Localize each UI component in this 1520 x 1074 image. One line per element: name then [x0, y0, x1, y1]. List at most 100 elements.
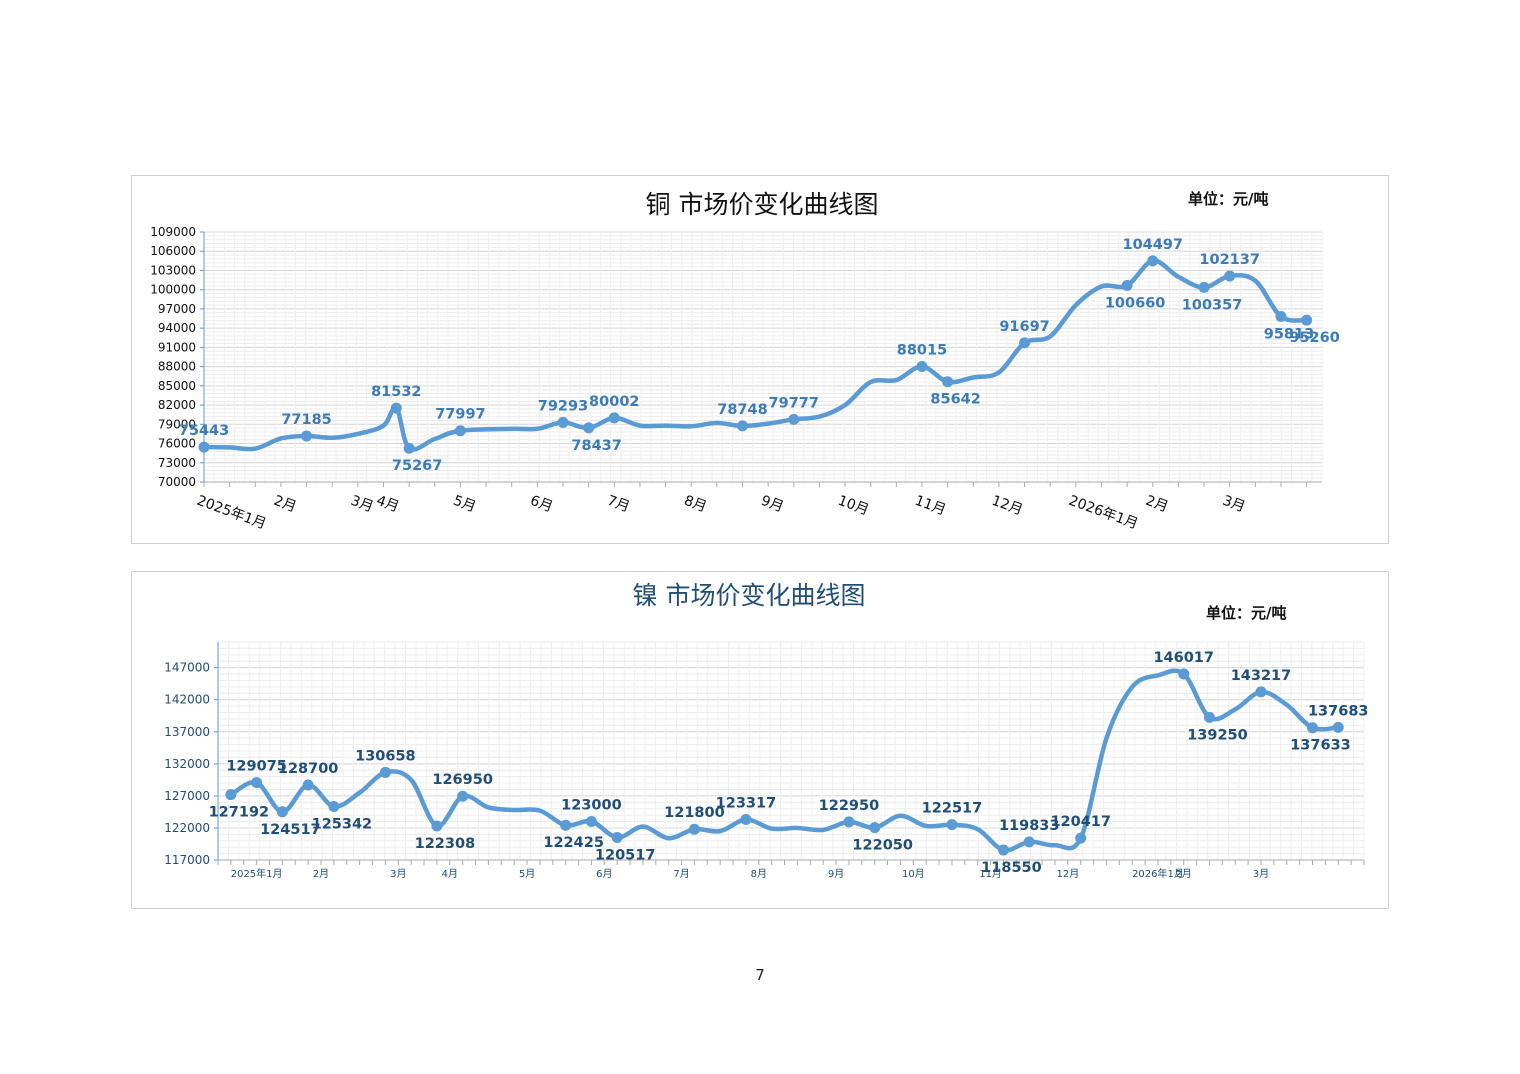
nickel-data-label: 137633 [1290, 738, 1351, 754]
copper-x-tick-label: 3月 [348, 493, 375, 516]
nickel-y-tick-label: 122000 [164, 821, 210, 835]
copper-y-tick-label: 109000 [150, 225, 196, 239]
nickel-x-tick-label: 5月 [519, 868, 535, 880]
nickel-data-point [946, 819, 958, 831]
copper-data-label: 100357 [1182, 297, 1243, 313]
copper-data-label: 75267 [392, 458, 442, 474]
nickel-data-label: 129075 [226, 759, 287, 775]
copper-y-tick-label: 100000 [150, 283, 196, 297]
copper-data-point [454, 425, 466, 437]
nickel-x-tick-label: 6月 [596, 868, 612, 880]
nickel-data-label: 126950 [432, 772, 493, 788]
nickel-data-point [740, 813, 752, 825]
copper-chart-panel: 铜 市场价变化曲线图 单位：元/吨 70000 73000 76000 79000 82… [131, 175, 1389, 544]
nickel-data-label: 124517 [260, 822, 321, 838]
copper-x-tick-label: 2025年1月 [195, 493, 269, 533]
nickel-data-point [843, 816, 855, 828]
nickel-data-point [276, 806, 288, 818]
nickel-data-point [585, 816, 597, 828]
nickel-data-label: 125342 [312, 817, 373, 833]
nickel-data-point [688, 823, 700, 835]
nickel-data-label: 122425 [543, 835, 604, 851]
nickel-data-point [1023, 836, 1035, 848]
nickel-x-tick-label: 3月 [390, 868, 406, 880]
nickel-data-label: 123317 [716, 795, 777, 811]
copper-y-tick-label: 88000 [158, 360, 196, 374]
copper-data-point [1121, 279, 1133, 291]
copper-y-tick-label: 70000 [158, 475, 196, 489]
nickel-x-tick-label: 7月 [673, 868, 689, 880]
copper-x-tick-label: 6月 [528, 493, 555, 516]
copper-data-point [1224, 270, 1236, 282]
nickel-x-tick-label: 2025年1月 [231, 867, 283, 880]
nickel-data-point [1203, 711, 1215, 723]
copper-data-label: 77997 [435, 407, 485, 423]
copper-data-point [198, 441, 210, 453]
nickel-data-point [1075, 832, 1087, 844]
nickel-data-point [560, 819, 572, 831]
nickel-data-point [251, 777, 263, 789]
nickel-x-tick-label: 9月 [828, 868, 844, 880]
nickel-data-point [225, 789, 237, 801]
nickel-data-point [457, 790, 469, 802]
copper-data-label: 77185 [281, 412, 331, 428]
copper-data-label: 81532 [371, 384, 421, 400]
nickel-data-label: 128700 [278, 761, 339, 777]
copper-y-tick-label: 82000 [158, 398, 196, 412]
copper-data-point [916, 361, 928, 373]
nickel-data-label: 122517 [922, 801, 983, 817]
copper-y-tick-label: 79000 [158, 417, 196, 431]
nickel-data-point [1178, 668, 1190, 680]
copper-y-tick-label: 94000 [158, 321, 196, 335]
nickel-y-tick-label: 137000 [164, 725, 210, 739]
copper-y-tick-label: 76000 [158, 437, 196, 451]
copper-x-tick-label: 4月 [374, 493, 401, 516]
copper-y-tick-label: 91000 [158, 340, 196, 354]
copper-data-label: 104497 [1122, 237, 1183, 253]
copper-data-point [608, 412, 620, 424]
copper-y-tick-label: 106000 [150, 244, 196, 258]
copper-y-tick-label: 97000 [158, 302, 196, 316]
copper-x-tick-label: 2月 [272, 493, 299, 516]
nickel-x-tick-label: 3月 [1253, 868, 1269, 880]
nickel-data-label: 121800 [664, 805, 725, 821]
nickel-data-label: 119833 [999, 818, 1060, 834]
nickel-price-chart: 镍 市场价变化曲线图 单位：元/吨 117000 122000 127000 1320… [164, 581, 1368, 880]
copper-data-point [736, 420, 748, 432]
copper-y-tick-label: 103000 [150, 263, 196, 277]
nickel-data-point [431, 820, 443, 832]
copper-x-tick-label: 11月 [913, 493, 948, 519]
copper-chart-title: 铜 市场价变化曲线图 [646, 190, 879, 219]
copper-x-tick-label: 2月 [1143, 493, 1170, 516]
nickel-unit-label: 单位：元/吨 [1206, 604, 1286, 622]
nickel-chart-panel: 镍 市场价变化曲线图 单位：元/吨 117000 122000 127000 1320… [131, 571, 1389, 909]
nickel-data-point [1255, 686, 1267, 698]
copper-price-chart: 铜 市场价变化曲线图 单位：元/吨 70000 73000 76000 79000 82… [150, 190, 1340, 533]
copper-y-tick-label: 85000 [158, 379, 196, 393]
nickel-y-tick-label: 147000 [164, 661, 210, 675]
nickel-data-point [328, 801, 340, 813]
copper-x-tick-label: 3月 [1220, 493, 1247, 516]
copper-data-point [1275, 311, 1287, 323]
nickel-x-tick-label: 10月 [902, 868, 925, 880]
nickel-grid [217, 641, 1365, 861]
nickel-data-label: 120417 [1050, 814, 1111, 830]
copper-data-point [301, 430, 313, 442]
nickel-x-tick-label: 4月 [442, 868, 458, 880]
nickel-data-point [869, 822, 881, 834]
copper-data-point [942, 376, 954, 388]
nickel-data-point [611, 831, 623, 843]
copper-data-point [403, 442, 415, 454]
copper-data-label: 102137 [1199, 252, 1260, 268]
copper-x-tick-label: 9月 [759, 493, 786, 516]
nickel-data-label: 139250 [1187, 727, 1248, 743]
nickel-x-tick-label: 11月 [979, 868, 1002, 880]
nickel-data-label: 122950 [819, 798, 880, 814]
copper-x-tick-label: 5月 [451, 493, 478, 516]
copper-x-tick-label: 12月 [990, 493, 1025, 519]
nickel-data-label: 130658 [355, 748, 416, 764]
page-number: 7 [755, 966, 765, 984]
nickel-data-point [379, 766, 391, 778]
nickel-y-tick-label: 142000 [164, 693, 210, 707]
copper-data-point [583, 422, 595, 434]
